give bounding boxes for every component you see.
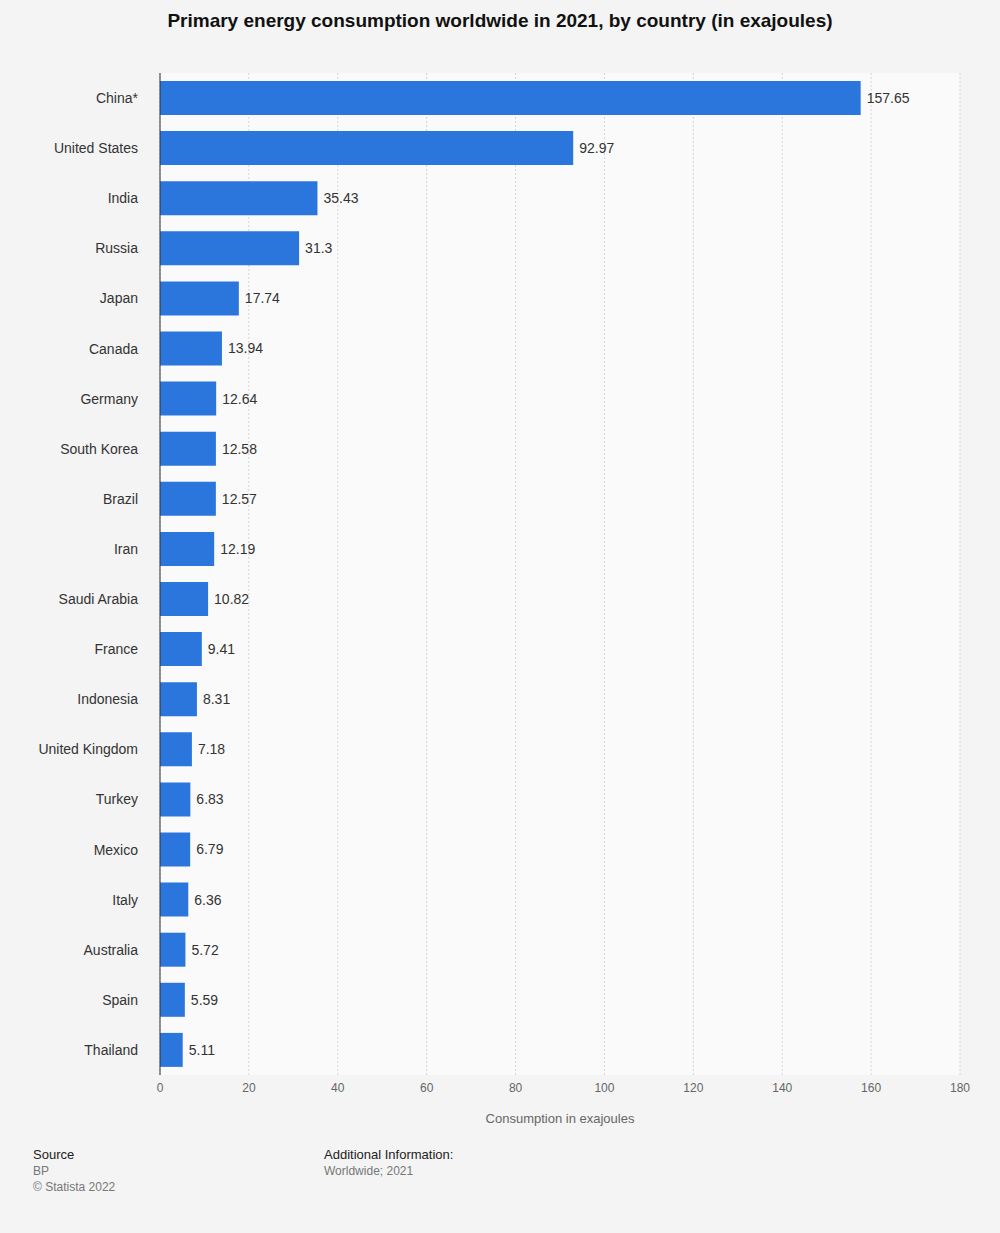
svg-text:Thailand: Thailand	[84, 1042, 138, 1058]
svg-text:40: 40	[331, 1081, 345, 1095]
svg-text:6.36: 6.36	[194, 892, 221, 908]
svg-text:Russia: Russia	[95, 240, 138, 256]
svg-text:Canada: Canada	[89, 341, 138, 357]
svg-text:7.18: 7.18	[198, 741, 225, 757]
svg-text:35.43: 35.43	[323, 190, 358, 206]
svg-text:China*: China*	[96, 90, 139, 106]
svg-text:12.64: 12.64	[222, 391, 257, 407]
svg-text:Consumption in exajoules: Consumption in exajoules	[486, 1111, 635, 1126]
svg-text:100: 100	[594, 1081, 614, 1095]
svg-text:France: France	[94, 641, 138, 657]
svg-text:Mexico: Mexico	[94, 842, 139, 858]
svg-text:157.65: 157.65	[867, 90, 910, 106]
svg-text:Saudi Arabia: Saudi Arabia	[59, 591, 139, 607]
svg-text:120: 120	[683, 1081, 703, 1095]
svg-text:12.58: 12.58	[222, 441, 257, 457]
svg-text:Germany: Germany	[80, 391, 138, 407]
svg-text:Iran: Iran	[114, 541, 138, 557]
svg-text:Turkey: Turkey	[96, 791, 138, 807]
html-text:Primary energy consumption wor: Primary energy consumption worldwide in …	[167, 10, 833, 31]
svg-text:5.59: 5.59	[191, 992, 218, 1008]
svg-text:92.97: 92.97	[579, 140, 614, 156]
svg-text:United States: United States	[54, 140, 138, 156]
svg-text:12.19: 12.19	[220, 541, 255, 557]
svg-text:140: 140	[772, 1081, 792, 1095]
svg-text:8.31: 8.31	[203, 691, 230, 707]
svg-text:Indonesia: Indonesia	[77, 691, 138, 707]
svg-text:12.57: 12.57	[222, 491, 257, 507]
svg-text:6.79: 6.79	[196, 841, 223, 857]
svg-text:60: 60	[420, 1081, 434, 1095]
svg-text:United Kingdom: United Kingdom	[38, 741, 138, 757]
html-text:Additional Information:: Additional Information:	[324, 1147, 454, 1162]
svg-text:31.3: 31.3	[305, 240, 332, 256]
html-text:Source: Source	[33, 1147, 75, 1162]
svg-text:Japan: Japan	[100, 290, 138, 306]
html-text:Worldwide; 2021: Worldwide; 2021	[324, 1164, 414, 1178]
svg-text:Brazil: Brazil	[103, 491, 138, 507]
svg-text:20: 20	[242, 1081, 256, 1095]
svg-text:5.72: 5.72	[191, 942, 218, 958]
svg-text:9.41: 9.41	[208, 641, 235, 657]
svg-text:80: 80	[509, 1081, 523, 1095]
svg-text:13.94: 13.94	[228, 340, 263, 356]
svg-text:17.74: 17.74	[245, 290, 280, 306]
svg-text:0: 0	[157, 1081, 164, 1095]
svg-text:180: 180	[950, 1081, 970, 1095]
svg-text:Australia: Australia	[84, 942, 139, 958]
svg-text:10.82: 10.82	[214, 591, 249, 607]
svg-text:5.11: 5.11	[189, 1042, 215, 1058]
svg-text:6.83: 6.83	[196, 791, 223, 807]
svg-text:Spain: Spain	[102, 992, 138, 1008]
html-text:© Statista 2022: © Statista 2022	[33, 1180, 116, 1194]
html-text:BP: BP	[33, 1164, 49, 1178]
svg-text:Italy: Italy	[112, 892, 138, 908]
svg-text:160: 160	[861, 1081, 881, 1095]
svg-text:India: India	[108, 190, 139, 206]
svg-text:South Korea: South Korea	[60, 441, 138, 457]
